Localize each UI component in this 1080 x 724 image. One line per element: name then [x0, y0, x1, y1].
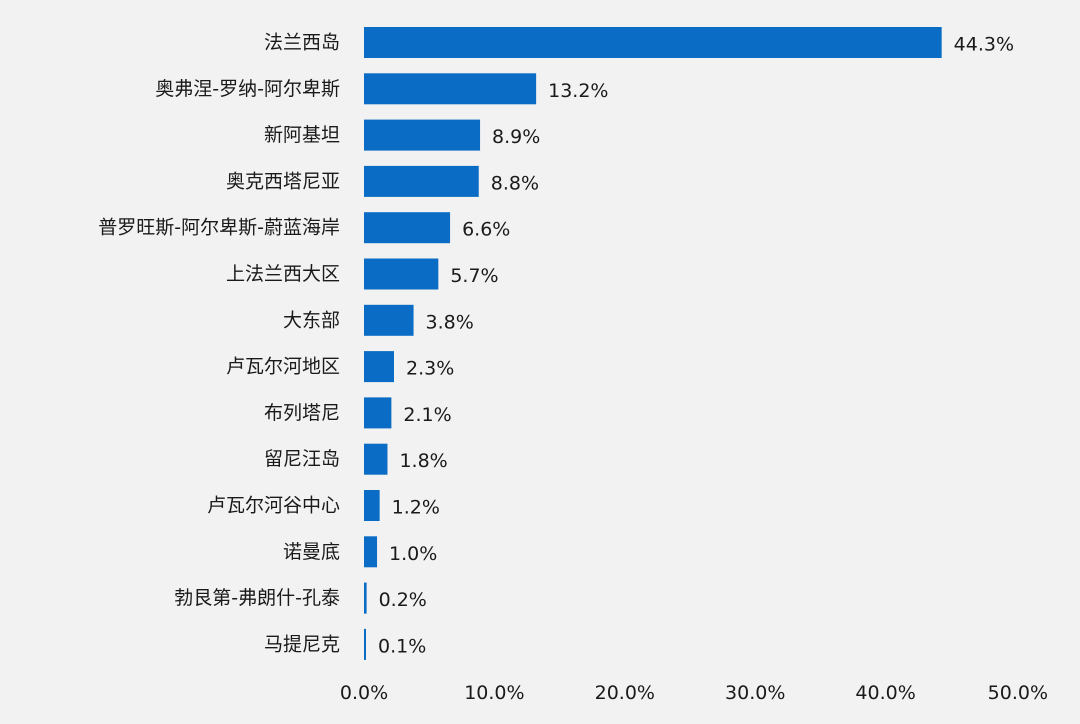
- x-tick-label: 50.0%: [988, 682, 1048, 704]
- value-label: 3.8%: [426, 311, 474, 333]
- category-label: 勃艮第-弗朗什-孔泰: [174, 587, 340, 609]
- x-tick-label: 20.0%: [595, 682, 655, 704]
- bar-12: [364, 536, 378, 568]
- bar-9: [364, 397, 392, 429]
- value-label: 0.1%: [378, 635, 426, 657]
- x-tick-label: 10.0%: [464, 682, 524, 704]
- bar-13: [364, 582, 367, 614]
- x-tick-label: 40.0%: [855, 682, 915, 704]
- bar-2: [364, 73, 537, 105]
- bar-10: [364, 443, 388, 475]
- x-axis-tick-labels: 0.0% 10.0% 20.0% 30.0% 40.0% 50.0%: [340, 682, 1048, 704]
- value-label: 1.0%: [389, 543, 437, 565]
- category-label: 奥弗涅-罗纳-阿尔卑斯: [155, 78, 340, 100]
- value-label: 44.3%: [954, 34, 1014, 56]
- category-label: 普罗旺斯-阿尔卑斯-蔚蓝海岸: [98, 217, 340, 239]
- category-label: 大东部: [283, 309, 340, 331]
- category-label: 留尼汪岛: [264, 448, 340, 470]
- category-label: 新阿基坦: [264, 124, 340, 146]
- category-label: 上法兰西大区: [226, 263, 340, 285]
- x-tick-label: 30.0%: [725, 682, 785, 704]
- bar-1: [364, 27, 942, 58]
- value-label: 2.1%: [403, 404, 451, 426]
- bar-14: [364, 628, 366, 660]
- category-label: 诺曼底: [283, 541, 340, 563]
- category-label: 布列塔尼: [264, 402, 340, 424]
- value-label: 1.2%: [392, 497, 440, 519]
- bar-6: [364, 258, 439, 290]
- value-label: 13.2%: [548, 80, 608, 102]
- bar-8: [364, 351, 394, 383]
- value-labels: 44.3% 13.2% 8.9% 8.8% 6.6% 5.7% 3.8% 2.3% 2.1% 1.…: [378, 34, 1014, 658]
- bar-7: [364, 304, 414, 336]
- value-label: 2.3%: [406, 358, 454, 380]
- category-label: 奥克西塔尼亚: [226, 170, 340, 192]
- value-label: 1.8%: [399, 450, 447, 472]
- bars-group: [364, 27, 942, 660]
- category-label: 马提尼克: [264, 633, 340, 655]
- category-labels: 法兰西岛奥弗涅-罗纳-阿尔卑斯新阿基坦奥克西塔尼亚普罗旺斯-阿尔卑斯-蔚蓝海岸上…: [98, 32, 340, 656]
- value-label: 0.2%: [379, 589, 427, 611]
- bar-3: [364, 119, 481, 151]
- value-label: 8.8%: [491, 172, 539, 194]
- category-label: 卢瓦尔河地区: [226, 356, 340, 378]
- category-label: 法兰西岛: [264, 32, 340, 54]
- bar-4: [364, 165, 479, 197]
- x-tick-label: 0.0%: [340, 682, 388, 704]
- category-label: 卢瓦尔河谷中心: [207, 495, 340, 517]
- value-label: 5.7%: [450, 265, 498, 287]
- bar-5: [364, 212, 451, 244]
- value-label: 8.9%: [492, 126, 540, 148]
- bar-11: [364, 490, 380, 521]
- value-label: 6.6%: [462, 219, 510, 241]
